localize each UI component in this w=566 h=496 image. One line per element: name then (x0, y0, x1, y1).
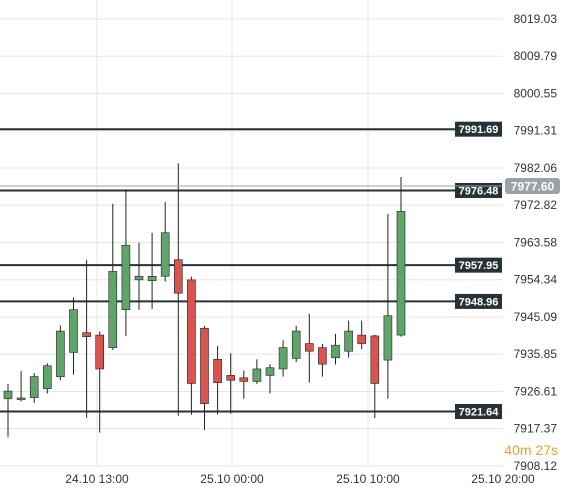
candle-down (187, 279, 196, 384)
candle-down (304, 343, 314, 352)
level-label: 7921.64 (459, 407, 500, 419)
y-tick-label: 8000.55 (514, 86, 558, 100)
candle-down (226, 375, 235, 381)
x-tick-label: 25.10 10:00 (336, 472, 400, 486)
level-tag[interactable] (455, 257, 502, 273)
level-tag[interactable] (455, 293, 502, 309)
y-tick-label: 7972.82 (514, 198, 558, 212)
countdown-seconds: 27 (535, 442, 551, 458)
candle-down (318, 347, 327, 365)
y-tick-label: 7945.09 (514, 310, 558, 324)
candle-up (331, 344, 340, 358)
y-tick-label: 7917.37 (514, 422, 558, 436)
candle-down (200, 327, 209, 404)
candle-countdown: 40m 27s (504, 442, 558, 458)
y-tick-label: 7963.58 (514, 235, 558, 249)
level-label: 7948.96 (459, 296, 499, 308)
candle-up (147, 275, 157, 281)
x-axis: 24.10 13:00 25.10 00:00 25.10 10:00 25.10 2… (65, 472, 535, 486)
y-tick-label: 8009.79 (514, 49, 558, 63)
candle-up (3, 390, 13, 400)
candle-up (265, 367, 275, 376)
candle-down (95, 334, 104, 370)
candles (3, 163, 406, 438)
x-tick-label: 24.10 13:00 (65, 472, 129, 486)
grid-layer (0, 0, 503, 467)
level-label: 7957.95 (459, 260, 499, 272)
candle-down (213, 358, 222, 383)
candle-up (29, 376, 39, 398)
candle-up (252, 368, 262, 382)
candle-up (383, 315, 393, 361)
candle-up (16, 397, 26, 400)
y-tick-label: 7991.31 (514, 124, 558, 138)
y-axis: 8019.03 8009.79 8000.55 7991.31 7982.06 7972.… (514, 12, 558, 473)
level-tag[interactable] (455, 404, 502, 420)
y-tick-label: 7908.12 (514, 459, 558, 473)
countdown-minutes-unit: m (519, 442, 532, 458)
y-tick-label: 7935.85 (514, 347, 558, 361)
y-tick-label: 7982.06 (514, 161, 558, 175)
x-tick-label: 25.10 20:00 (471, 472, 535, 486)
candle-up (291, 330, 301, 359)
candle-up (69, 309, 78, 353)
countdown-minutes: 40 (504, 442, 520, 458)
candle-up (396, 211, 406, 336)
candle-up (42, 365, 52, 389)
current-price-marker: 7977.60 (0, 177, 560, 194)
candle-up (344, 330, 353, 352)
candle-up (56, 330, 65, 377)
countdown-seconds-unit: s (551, 442, 558, 458)
level-label: 7976.48 (459, 185, 499, 197)
candle-down (370, 335, 380, 384)
horizontal-levels[interactable]: 7991.69 7976.48 7957.95 7948.96 7921.64 (0, 121, 502, 420)
candle-down (82, 332, 91, 338)
current-price-tag (505, 177, 560, 194)
y-tick-label: 7926.61 (514, 384, 558, 398)
candle-up (278, 347, 288, 370)
level-tag[interactable] (455, 121, 502, 137)
candle-up (134, 275, 144, 281)
candle-up (108, 271, 118, 348)
y-tick-label: 7954.34 (514, 273, 558, 287)
x-tick-label: 25.10 00:00 (200, 472, 264, 486)
candle-up (160, 232, 170, 277)
y-tick-label: 8019.03 (514, 12, 558, 26)
candle-down (357, 334, 367, 344)
candle-down (174, 259, 183, 294)
candle-up (121, 244, 131, 311)
current-price-label: 7977.60 (511, 179, 555, 193)
level-tag[interactable] (455, 182, 502, 198)
level-label: 7991.69 (459, 124, 499, 136)
candle-down (239, 377, 249, 382)
